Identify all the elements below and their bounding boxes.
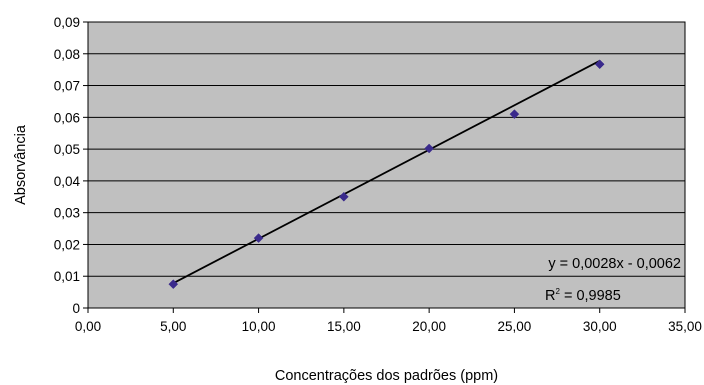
plot-area [87,21,686,309]
y-tick-labels: 0 0,01 0,02 0,03 0,04 0,05 0,06 0,07 0,08 0,09 [54,15,88,316]
y-tick-label: 0,06 [54,110,80,125]
data-point [339,191,349,202]
r-squared-letter: R [545,288,555,304]
y-tick-label: 0,08 [54,47,80,62]
x-tick-label: 25,00 [498,319,532,334]
data-point [424,143,434,154]
y-tick-label: 0,01 [54,269,80,284]
y-tick-label: 0,03 [54,206,80,221]
r-squared-value: = 0,9985 [560,288,621,304]
y-tick-label: 0,09 [54,15,80,30]
trendline-equation: y = 0,0028x - 0,0062 [548,256,681,272]
y-tick-label: 0,05 [54,142,80,157]
r-squared-exponent: 2 [555,287,560,296]
y-tick-label: 0 [72,301,80,316]
data-points [168,59,605,290]
data-point [594,59,605,70]
x-tick-label: 15,00 [327,319,361,334]
x-tick-label: 30,00 [583,319,617,334]
y-tick-label: 0,04 [54,174,81,189]
x-tick-label: 10,00 [242,319,276,334]
trendline [172,59,601,285]
r-squared-label: R2 = 0,9985 [545,287,621,304]
x-axis-title: Concentrações dos padrões (ppm) [275,368,498,384]
x-tick-labels: 0,00 5,00 10,00 15,00 20,00 25,00 30,00 35,00 [75,308,702,334]
y-tick-label: 0,02 [54,237,80,252]
x-tick-label: 35,00 [668,319,702,334]
y-axis-title: Absorvância [13,124,29,205]
x-tick-label: 5,00 [160,319,186,334]
data-point [253,233,264,243]
y-tick-label: 0,07 [54,79,80,94]
x-tick-label: 20,00 [412,319,446,334]
x-tick-label: 0,00 [75,319,101,334]
data-point [168,279,179,290]
data-point [509,109,520,120]
